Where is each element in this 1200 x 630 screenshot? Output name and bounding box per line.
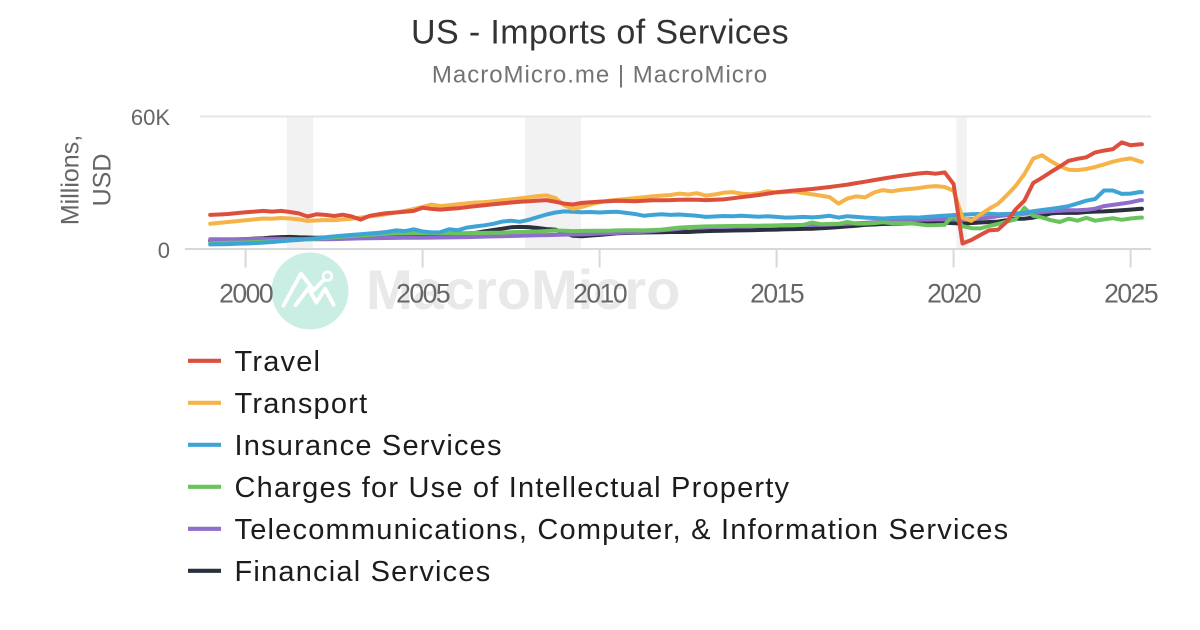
svg-text:Insurance Services: Insurance Services [235,430,503,462]
svg-text:Travel: Travel [235,346,322,378]
svg-text:USD: USD [89,154,117,207]
svg-text:MacroMicro: MacroMicro [366,258,680,321]
svg-text:2015: 2015 [750,279,804,309]
svg-text:2005: 2005 [396,279,450,309]
svg-text:Millions,: Millions, [57,135,85,225]
svg-text:2020: 2020 [927,279,981,309]
svg-text:Charges for Use of Intellectua: Charges for Use of Intellectual Property [235,472,791,504]
svg-text:2010: 2010 [573,279,627,309]
svg-text:MacroMicro.me | MacroMicro: MacroMicro.me | MacroMicro [432,62,768,89]
svg-text:Financial Services: Financial Services [235,556,492,588]
svg-text:60K: 60K [131,105,170,130]
svg-text:Telecommunications, Computer,: Telecommunications, Computer, & Informat… [235,514,1010,546]
svg-text:0: 0 [158,238,170,263]
svg-text:US - Imports of Services: US - Imports of Services [411,14,789,52]
svg-text:Transport: Transport [235,388,369,420]
svg-text:2000: 2000 [219,279,273,309]
svg-text:2025: 2025 [1104,279,1158,309]
